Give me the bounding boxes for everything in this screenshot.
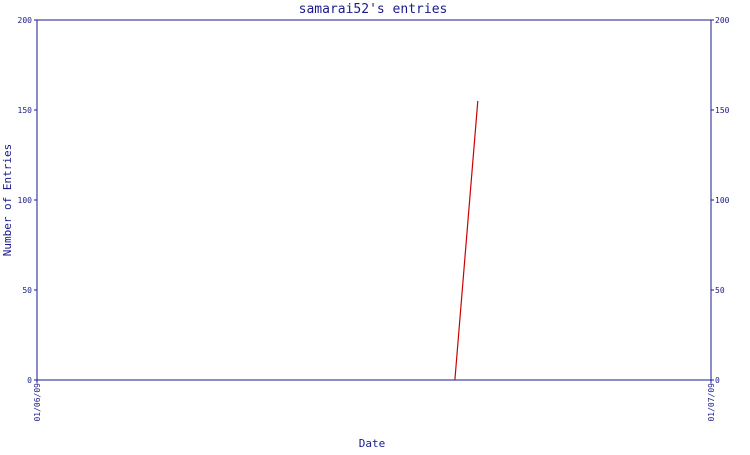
- plot-area-frame: [36, 19, 712, 381]
- y-tick-label-left: 50: [22, 286, 32, 295]
- x-tick-label: 01/06/09: [33, 383, 42, 422]
- x-tick-label: 01/07/09: [707, 383, 716, 422]
- y-axis-right: 0 50 100 150 200: [711, 16, 730, 385]
- series-line: [454, 100, 479, 381]
- y-tick-label-right: 0: [715, 376, 720, 385]
- y-tick-label-right: 200: [715, 16, 730, 25]
- y-tick-label-left: 0: [27, 376, 32, 385]
- x-axis-label: Date: [359, 437, 386, 450]
- y-tick-label-right: 100: [715, 196, 730, 205]
- series-layer: [454, 100, 479, 381]
- y-tick-label-left: 200: [18, 16, 33, 25]
- y-axis-label: Number of Entries: [1, 144, 14, 257]
- y-tick-label-left: 100: [18, 196, 33, 205]
- chart-title: samarai52's entries: [299, 2, 448, 17]
- y-tick-label-left: 150: [18, 106, 33, 115]
- y-tick-label-right: 50: [715, 286, 725, 295]
- y-axis-left: 0 50 100 150 200: [18, 16, 37, 385]
- y-tick-label-right: 150: [715, 106, 730, 115]
- x-axis: 01/06/09 01/07/09: [33, 380, 716, 422]
